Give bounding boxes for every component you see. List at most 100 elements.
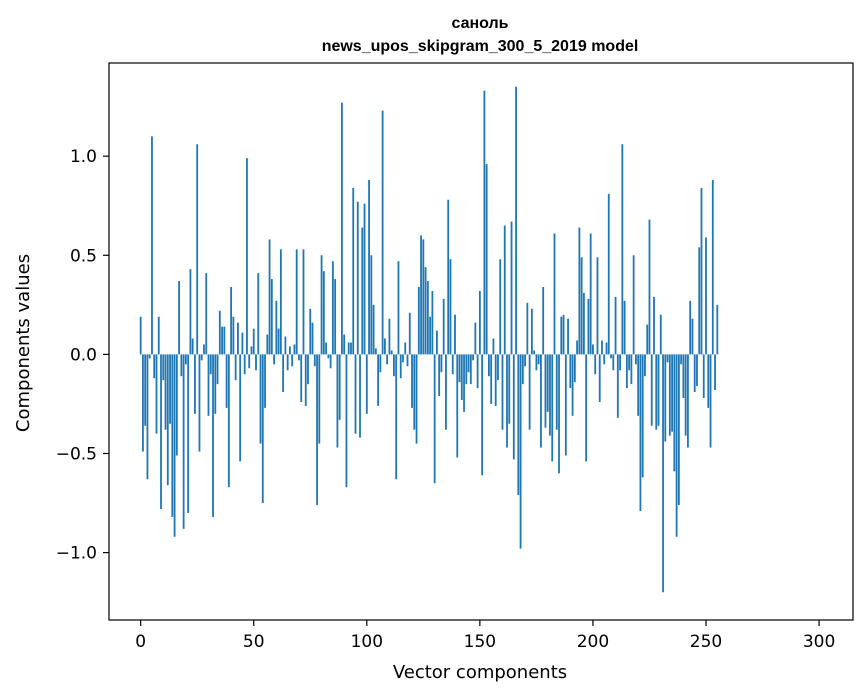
bar-56 [266, 334, 269, 355]
bar-88 [338, 354, 341, 420]
bar-25 [196, 144, 199, 355]
bar-142 [460, 354, 463, 400]
bar-53 [259, 354, 262, 444]
bar-54 [261, 354, 264, 504]
x-tick-label-50: 50 [243, 632, 265, 652]
bar-90 [343, 334, 346, 355]
bar-24 [194, 354, 196, 414]
bar-81 [322, 271, 325, 355]
bar-9 [160, 354, 162, 509]
bar-85 [331, 261, 334, 355]
bar-194 [578, 227, 581, 355]
bar-50 [252, 328, 255, 355]
bar-189 [567, 318, 569, 355]
bar-239 [680, 354, 683, 365]
bar-0 [139, 316, 142, 355]
bar-199 [589, 233, 592, 355]
bar-253 [711, 179, 714, 355]
bar-202 [596, 257, 599, 355]
bar-41 [232, 316, 235, 355]
bar-178 [542, 286, 545, 355]
bar-42 [234, 354, 237, 381]
bar-167 [517, 354, 520, 496]
x-tick-label-200: 200 [577, 632, 609, 652]
bar-206 [605, 342, 608, 355]
bar-175 [535, 354, 538, 371]
bar-201 [594, 354, 597, 375]
bar-230 [659, 314, 662, 355]
bar-6 [153, 354, 156, 379]
bar-162 [506, 354, 508, 448]
bar-107 [381, 110, 384, 355]
bar-92 [347, 342, 350, 355]
bar-76 [311, 322, 314, 355]
bar-163 [508, 354, 511, 424]
bar-148 [474, 322, 477, 355]
bar-228 [655, 354, 658, 430]
bar-222 [641, 354, 644, 478]
bar-89 [341, 102, 343, 355]
bar-231 [662, 354, 664, 593]
bar-121 [413, 354, 416, 430]
bar-243 [689, 300, 692, 355]
bar-235 [671, 354, 673, 432]
bar-65 [286, 354, 289, 371]
bar-198 [587, 298, 590, 355]
bar-29 [205, 273, 208, 355]
bar-37 [223, 326, 226, 355]
bar-218 [632, 255, 635, 355]
y-tick-label-1: −0.5 [56, 444, 97, 464]
bar-57 [268, 239, 271, 355]
bar-236 [673, 354, 676, 472]
bar-238 [677, 354, 680, 506]
bar-197 [585, 354, 588, 462]
chart-title: саноль [451, 15, 508, 32]
bar-144 [465, 354, 468, 385]
bar-233 [666, 354, 669, 363]
bar-96 [356, 201, 359, 355]
x-tick-label-300: 300 [803, 632, 835, 652]
bar-101 [368, 179, 370, 355]
bar-27 [200, 354, 203, 361]
bar-103 [372, 304, 375, 355]
bar-4 [148, 354, 151, 359]
bar-244 [691, 318, 694, 355]
bar-34 [216, 354, 219, 385]
bar-87 [336, 354, 339, 448]
bar-213 [621, 144, 624, 355]
bar-196 [582, 292, 585, 355]
bar-117 [404, 342, 407, 355]
bar-14 [171, 354, 174, 517]
bar-83 [327, 354, 330, 359]
bar-43 [237, 322, 239, 355]
bar-44 [239, 354, 242, 462]
bar-110 [388, 318, 391, 355]
bar-33 [214, 354, 217, 414]
bar-99 [363, 203, 366, 355]
y-axis-label: Components values [13, 254, 34, 432]
bar-186 [560, 316, 563, 355]
bar-55 [264, 354, 266, 408]
bar-210 [614, 296, 617, 355]
bar-251 [707, 354, 710, 408]
bar-177 [540, 354, 542, 448]
bar-122 [415, 354, 418, 444]
bar-61 [277, 328, 280, 355]
bar-170 [524, 354, 526, 367]
bar-237 [675, 354, 678, 537]
bar-204 [601, 340, 603, 355]
bar-240 [682, 354, 685, 398]
bar-211 [616, 354, 619, 418]
bar-157 [494, 354, 497, 406]
bar-10 [162, 354, 165, 381]
y-axis-ticks: −1.0 −0.5 0.0 0.5 1.0 [56, 147, 109, 564]
bar-183 [553, 233, 556, 355]
bar-38 [225, 354, 228, 408]
bar-68 [293, 344, 296, 355]
bar-23 [191, 338, 194, 355]
bar-64 [284, 336, 287, 355]
bar-102 [370, 255, 373, 355]
bar-200 [592, 344, 594, 355]
bar-19 [182, 354, 185, 529]
bar-246 [696, 354, 698, 387]
